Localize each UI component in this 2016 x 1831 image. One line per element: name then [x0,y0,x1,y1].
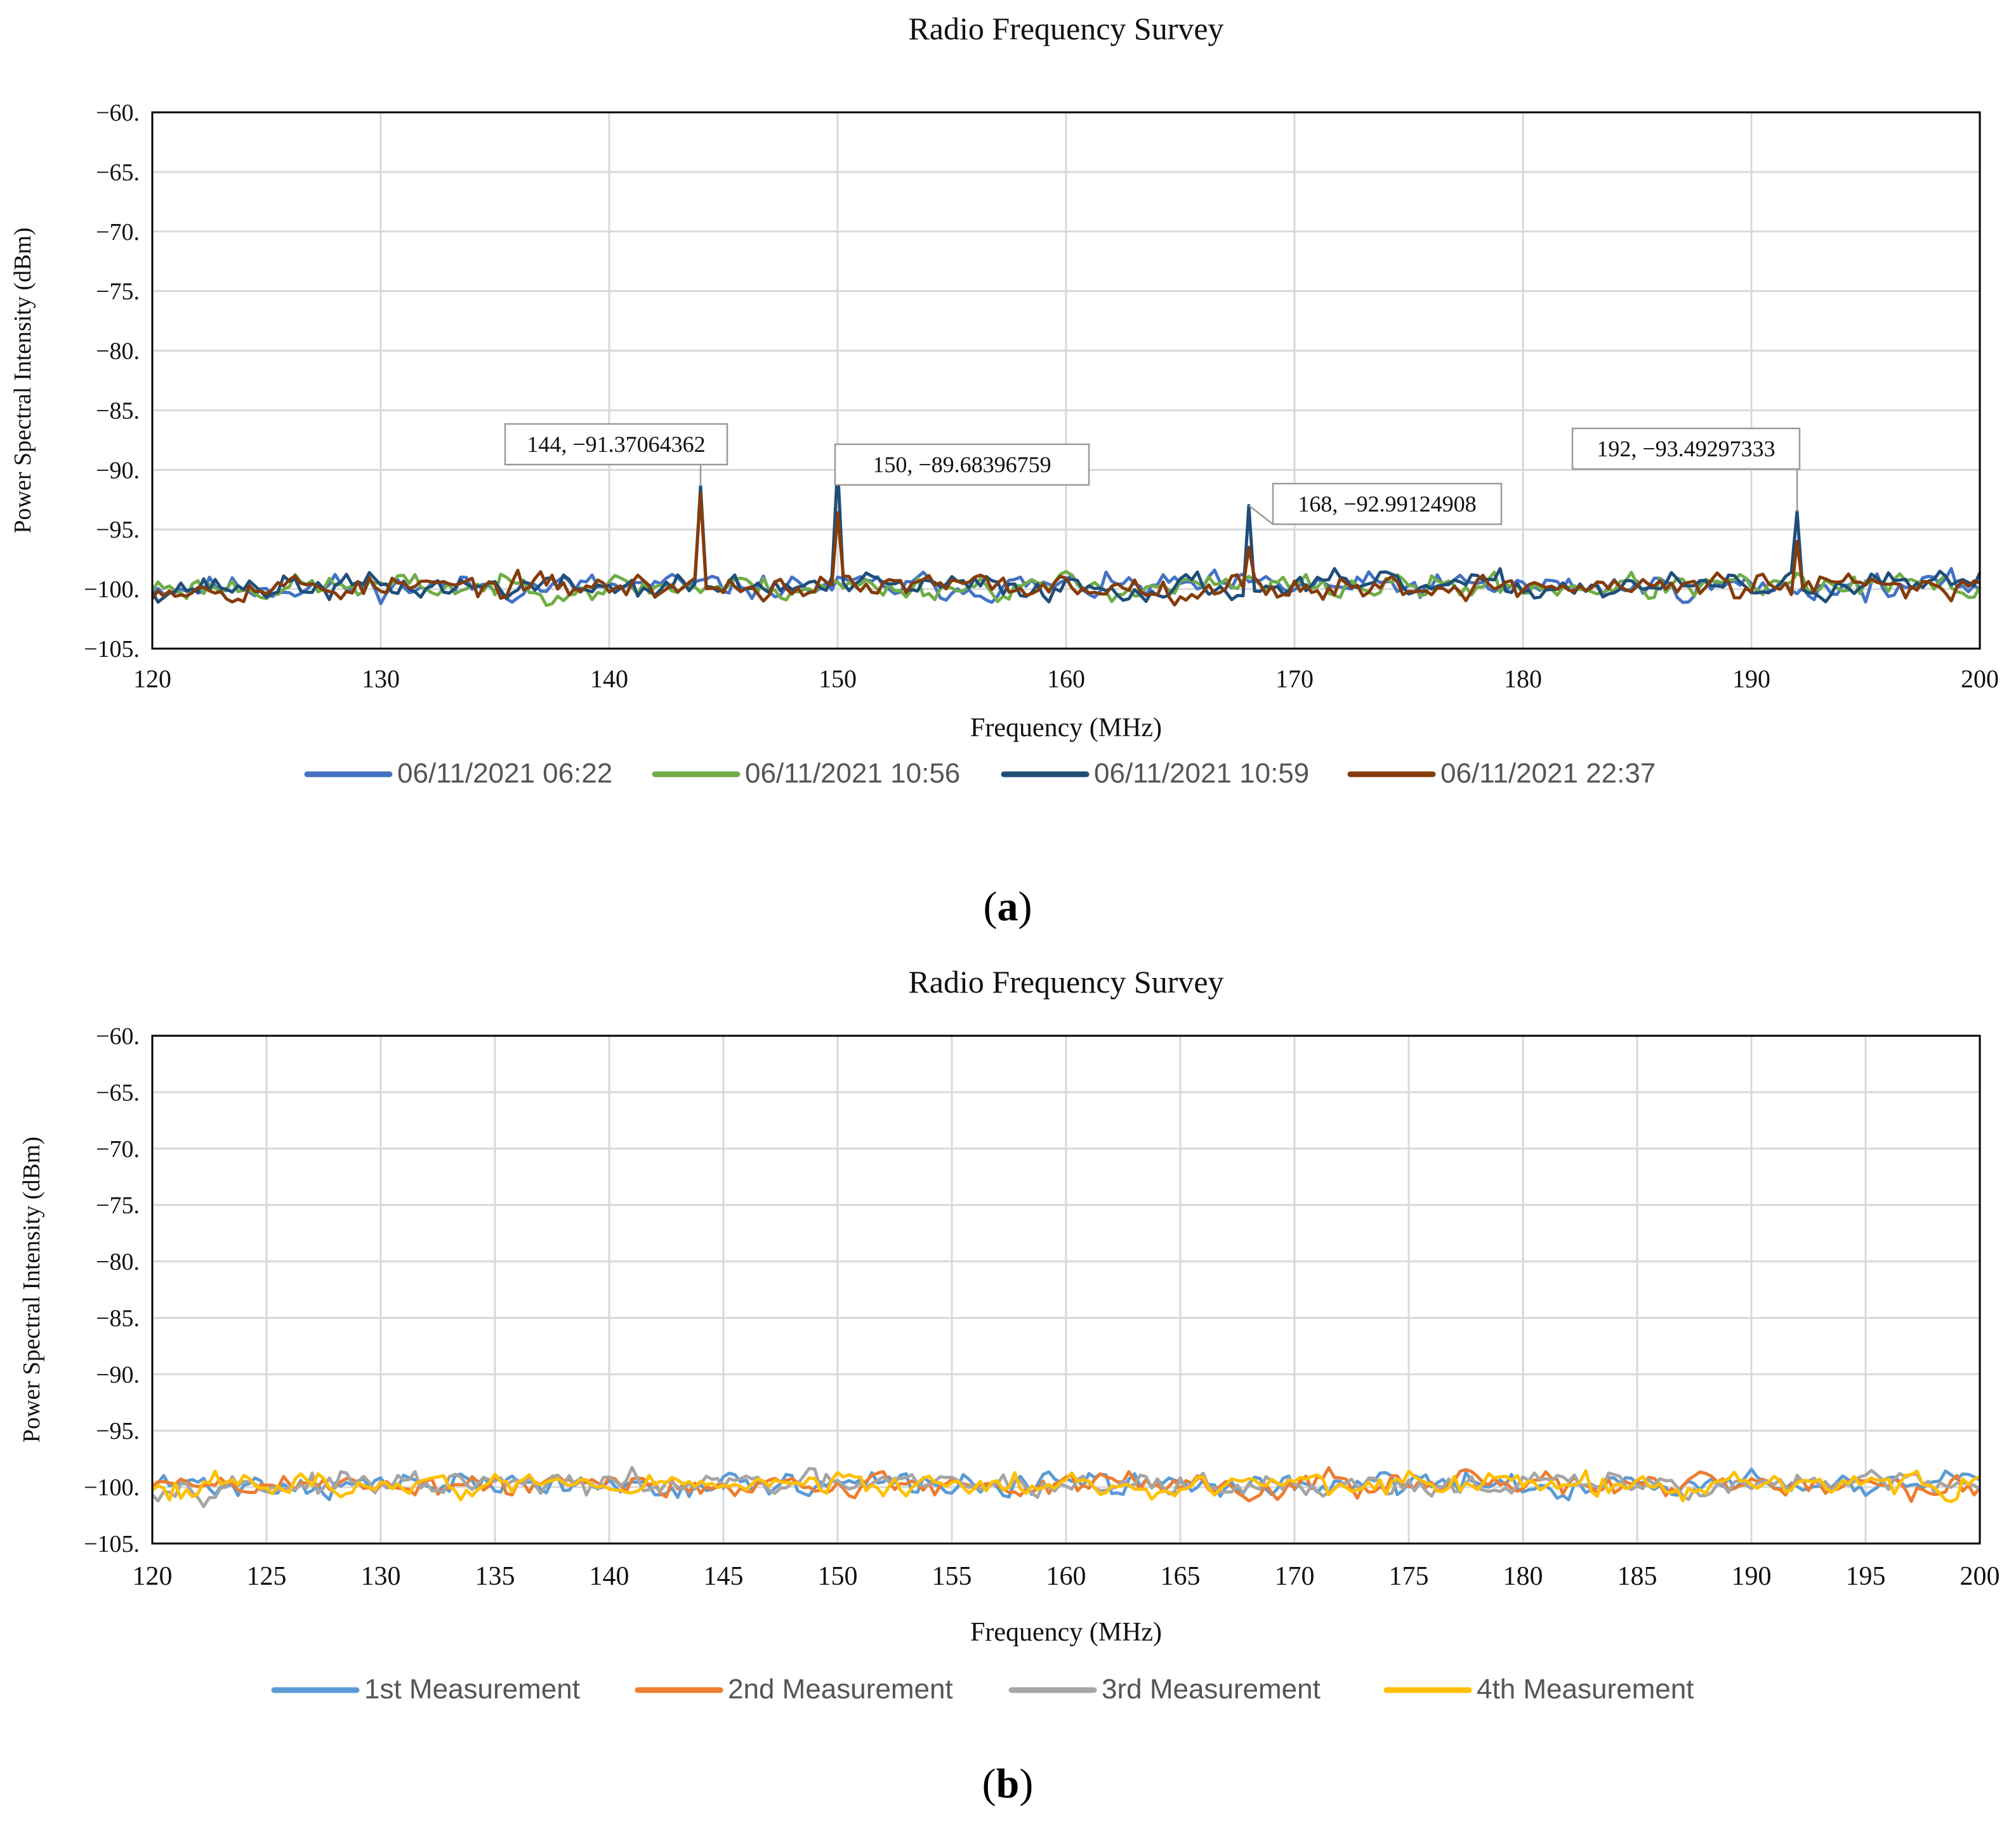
legend-entry: 06/11/2021 10:59 [1001,758,1309,789]
chart-title: Radio Frequency Survey [908,11,1223,46]
legend-entry: 06/11/2021 06:22 [304,758,612,789]
x-tick-label: 180 [1504,664,1542,693]
y-tick-label: −95. [96,1418,140,1444]
legend-entry: 2nd Measurement [635,1674,953,1705]
legend-label: 06/11/2021 06:22 [397,758,612,789]
panel-label: (a) [984,883,1032,930]
x-tick-label: 135 [475,1562,515,1591]
callout-box [1272,482,1503,526]
x-tick-label: 155 [932,1562,972,1591]
x-axis-label: Frequency (MHz) [970,1618,1162,1647]
legend-entry: 06/11/2021 10:56 [652,758,960,789]
y-tick-label: −60. [96,100,140,126]
y-tick-label: −75. [96,1193,140,1219]
y-tick-label: −80. [96,338,140,365]
x-tick-label: 150 [818,1562,858,1591]
chart-title: Radio Frequency Survey [908,964,1223,1000]
y-tick-label: −80. [96,1249,140,1276]
legend-label: 1st Measurement [364,1674,580,1705]
y-tick-label: −100. [84,576,140,603]
y-tick-label: −105. [84,636,140,663]
x-tick-label: 200 [1960,1562,2000,1591]
y-tick-label: −70. [96,219,140,246]
legend-entry: 1st Measurement [271,1674,580,1705]
data-label: 144, −91.37064362 [527,432,705,457]
y-axis-label: Power Spectral Intensity (dBm) [10,227,36,533]
callout-leader [1248,505,1274,525]
x-tick-label: 130 [362,664,400,693]
x-tick-label: 145 [704,1562,744,1591]
y-tick-label: −105. [84,1531,140,1557]
series-line-2 [150,570,1982,607]
legend-label: 06/11/2021 10:59 [1094,758,1309,789]
data-label-callout: 150, −89.68396759 [834,443,1090,486]
legend-label: 4th Measurement [1477,1674,1694,1705]
legend-label: 06/11/2021 10:56 [745,758,960,789]
data-label-callout: 144, −91.37064362 [504,423,728,487]
data-label-callout: 168, −92.99124908 [1248,482,1503,526]
y-tick-label: −100. [84,1474,140,1501]
callout-box [834,443,1090,486]
y-tick-label: −85. [96,1305,140,1332]
chart-panel-a: Radio Frequency Survey −60. −65. −70. −75. −8… [10,11,1999,789]
x-tick-label: 130 [361,1562,401,1591]
x-tick-label: 200 [1961,664,1999,693]
x-tick-label: 160 [1046,1562,1086,1591]
y-tick-label: −90. [96,1361,140,1388]
y-axis-label: Power Spectral Intensity (dBm) [18,1137,45,1443]
series-line-4 [151,1469,1981,1504]
x-tick-label: 125 [247,1562,287,1591]
legend-label: 2nd Measurement [728,1674,953,1705]
data-label: 168, −92.99124908 [1298,491,1476,517]
y-tick-label: −65. [96,159,140,186]
x-tick-label: 150 [819,664,857,693]
x-tick-label: 185 [1617,1562,1657,1591]
x-tick-label: 140 [590,664,628,693]
legend-entry: 06/11/2021 22:37 [1347,758,1656,789]
plot-area-border [151,1034,1981,1545]
legend-entry: 4th Measurement [1383,1674,1694,1705]
y-tick-label: −75. [96,279,140,305]
x-tick-label: 160 [1047,664,1085,693]
legend-entry: 3rd Measurement [1008,1674,1321,1705]
x-tick-label: 165 [1161,1562,1201,1591]
callout-box [504,423,728,466]
x-tick-label: 170 [1275,1562,1315,1591]
x-tick-label: 170 [1275,664,1314,693]
y-tick-label: −70. [96,1136,140,1163]
panel-label: (b) [982,1761,1034,1807]
x-tick-label: 195 [1846,1562,1886,1591]
y-tick-label: −90. [96,457,140,484]
series-line-4 [150,492,1980,607]
x-tick-label: 120 [133,664,171,693]
x-tick-label: 120 [133,1562,173,1591]
y-tick-label: −60. [96,1023,140,1050]
series-line-3 [151,1465,1981,1509]
x-tick-label: 180 [1503,1562,1543,1591]
x-tick-label: 140 [590,1562,629,1591]
callout-box [1571,427,1801,470]
y-tick-label: −85. [96,397,140,424]
plot-area-border [151,111,1981,650]
data-label-callout: 192, −93.49297333 [1571,427,1801,512]
y-tick-label: −65. [96,1080,140,1106]
legend-label: 3rd Measurement [1102,1674,1321,1705]
x-tick-label: 190 [1732,664,1770,693]
data-label: 192, −93.49297333 [1597,436,1775,461]
data-label: 150, −89.68396759 [873,452,1051,477]
legend-label: 06/11/2021 22:37 [1440,758,1656,789]
x-axis-label: Frequency (MHz) [970,713,1162,743]
y-tick-label: −95. [96,517,140,543]
x-tick-label: 175 [1389,1562,1429,1591]
chart-panel-b: Radio Frequency Survey −60. −65. −70. −75. −8… [18,964,2000,1705]
x-tick-label: 190 [1732,1562,1772,1591]
